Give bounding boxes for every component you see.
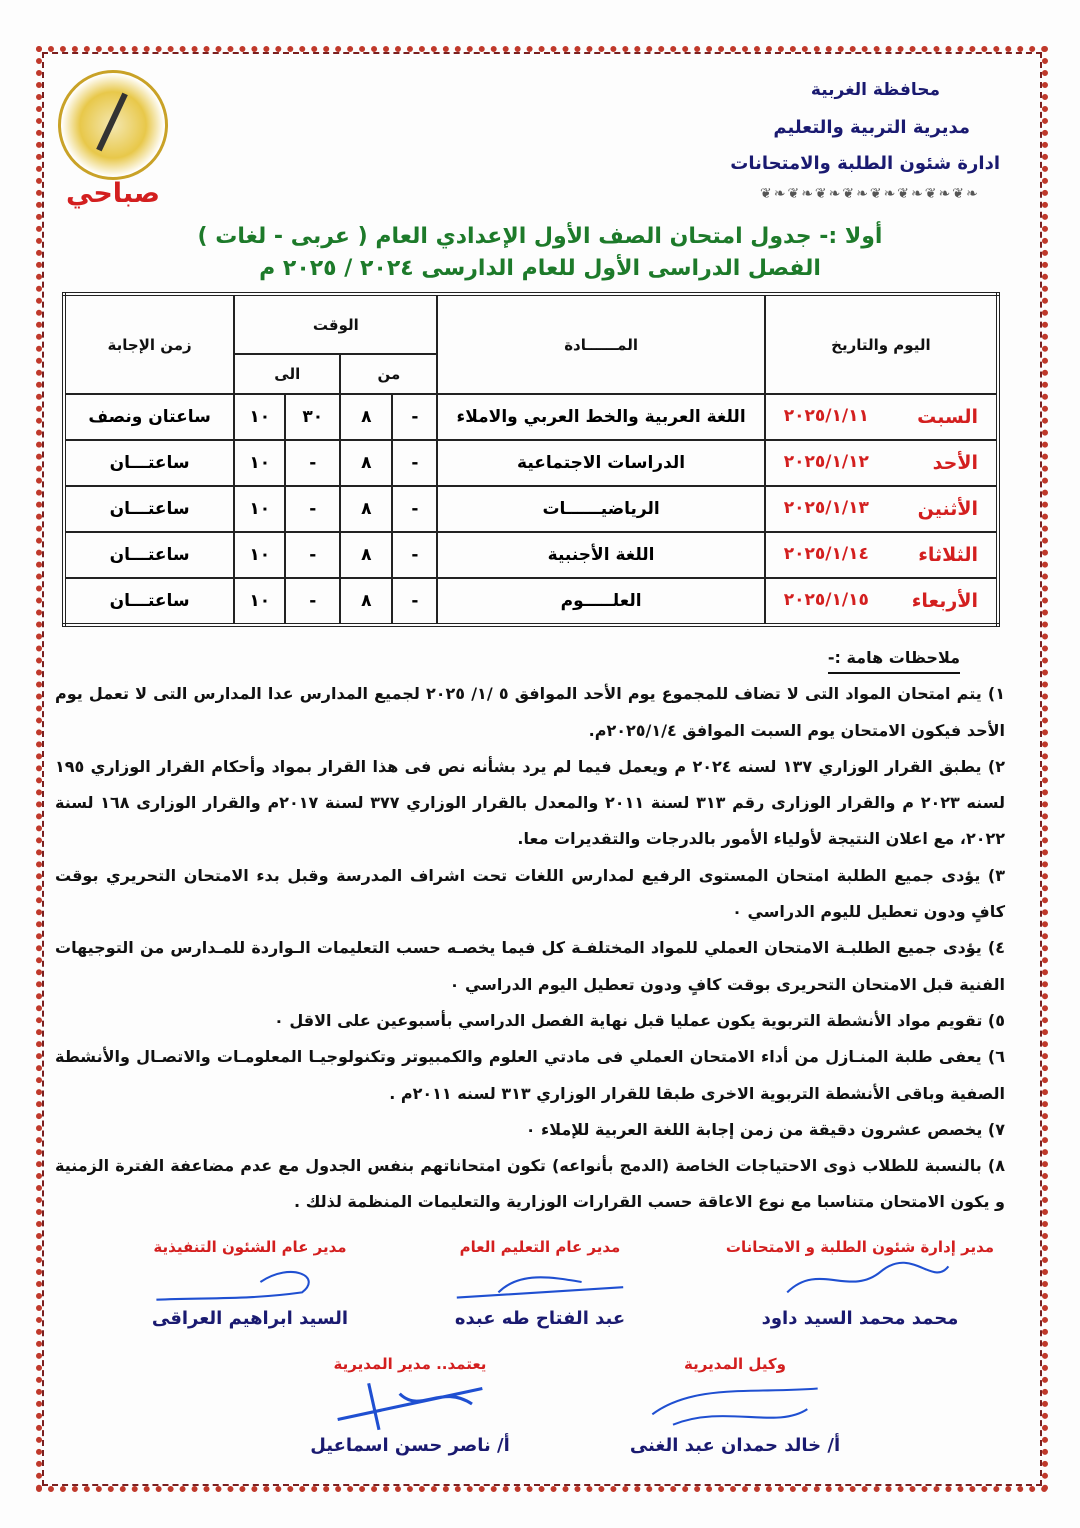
signature-name: أ/ خالد حمدان عبد الغنى xyxy=(629,1435,841,1456)
signature-name: السيد ابراهيم العراقى xyxy=(151,1308,349,1329)
subject-cell: الدراسات الاجتماعية xyxy=(436,439,766,487)
note-item: ٦) يعفى طلبة المنـازل من أداء الامتحان ا… xyxy=(55,1047,1005,1103)
to-hour-cell: ١٠ xyxy=(233,531,287,579)
day-date-cell: الأحد ٢٠٢٥/١/١٢ xyxy=(763,439,1000,487)
signature-title: مدير عام الشئون التنفيذية xyxy=(153,1238,347,1256)
to-hour-cell: ١٠ xyxy=(233,393,287,441)
directorate: مديرية التربية والتعليم xyxy=(773,117,970,138)
governorate: محافظة الغربية xyxy=(810,80,940,100)
table-row: الثلاثاء ٢٠٢٥/١/١٤ اللغة الأجنبية -٨-١٠ ساعت… xyxy=(62,531,1000,579)
day: الثلاثاء xyxy=(918,544,978,566)
from-minute-cell: - xyxy=(391,485,439,533)
note-item: ١) يتم امتحان المواد التى لا تضاف للمجمو… xyxy=(55,684,1005,740)
from-hour-cell: ٨ xyxy=(339,439,394,487)
notes-section: ملاحظات هامة :- ١) يتم امتحان المواد الت… xyxy=(55,640,1005,1221)
handwritten-signature xyxy=(300,1373,520,1435)
note-item: ٢) يطبق القرار الوزاري ١٣٧ لسنه ٢٠٢٤ م و… xyxy=(55,756,1006,849)
day: الأثنين xyxy=(917,498,978,520)
date: ٢٠٢٥/١/١٥ xyxy=(783,590,869,610)
ornament-divider: ❦❧❦❧❦❧❦❧❦❧❦❧❦❧❦❧ xyxy=(760,186,980,202)
day: الأحد xyxy=(932,452,978,474)
signature-title: وكيل المديرية xyxy=(684,1355,786,1373)
signature-title: يعتمد.. مدير المديرية xyxy=(333,1355,487,1373)
signature-general-education: مدير عام التعليم العام عبد الفتاح طه عبد… xyxy=(420,1238,660,1329)
shift-label: صباحي xyxy=(66,178,161,209)
signature-title: مدير عام التعليم العام xyxy=(459,1238,621,1256)
header-time: الوقت xyxy=(233,293,439,355)
from-minute-cell: - xyxy=(391,439,439,487)
signature-executive-affairs: مدير عام الشئون التنفيذية السيد ابراهيم … xyxy=(120,1238,380,1329)
from-hour-cell: ٨ xyxy=(339,577,394,626)
note-item: ٥) تقويم مواد الأنشطة التربوية يكون عملي… xyxy=(274,1010,1005,1030)
notes-heading: ملاحظات هامة :- xyxy=(827,644,960,674)
from-minute-cell: - xyxy=(391,531,439,579)
header-to: الى xyxy=(233,353,342,395)
duration-cell: ساعتـــان xyxy=(62,577,236,626)
table-row: السبت ٢٠٢٥/١/١١ اللغة العربية والخط العربي… xyxy=(62,393,1000,441)
date: ٢٠٢٥/١/١١ xyxy=(783,406,869,426)
signature-name: أ/ ناصر حسن اسماعيل xyxy=(310,1435,510,1456)
handwritten-signature xyxy=(420,1256,660,1308)
title-line-1: أولا :- جدول امتحان الصف الأول الإعدادي … xyxy=(197,224,883,249)
day-date-cell: الأثنين ٢٠٢٥/١/١٣ xyxy=(763,485,1000,533)
note-item: ٤) يؤدى جميع الطلبـة الامتحان العملي للم… xyxy=(55,938,1005,994)
day: الأربعاء xyxy=(911,590,978,612)
signature-deputy: وكيل المديرية أ/ خالد حمدان عبد الغنى xyxy=(625,1355,845,1456)
to-minute-cell: - xyxy=(284,531,342,579)
date: ٢٠٢٥/١/١٣ xyxy=(783,498,869,518)
header-duration: زمن الإجابة xyxy=(62,293,236,395)
duration-cell: ساعتـــان xyxy=(62,485,236,533)
table-row: الأحد ٢٠٢٥/١/١٢ الدراسات الاجتماعية -٨-١٠ سا… xyxy=(62,439,1000,487)
header-day-date: اليوم والتاريخ xyxy=(763,293,1000,395)
date: ٢٠٢٥/١/١٢ xyxy=(783,452,869,472)
note-item: ٨) بالنسبة للطلاب ذوى الاحتياجات الخاصة … xyxy=(55,1156,1005,1212)
duration-cell: ساعتـــان xyxy=(62,531,236,579)
signature-name: محمد محمد السيد داود xyxy=(761,1308,959,1329)
table-row: الأثنين ٢٠٢٥/١/١٣ الرياضيــــــات -٨-١٠ ساعت… xyxy=(62,485,1000,533)
table-row: الأربعاء ٢٠٢٥/١/١٥ العلـــــوم -٨-١٠ ساعتـــ… xyxy=(62,577,1000,626)
to-minute-cell: - xyxy=(284,577,342,626)
to-minute-cell: - xyxy=(284,485,342,533)
to-hour-cell: ١٠ xyxy=(233,577,287,626)
handwritten-signature xyxy=(625,1373,845,1435)
header-from: من xyxy=(339,353,439,395)
exam-table: اليوم والتاريخ المــــــادة الوقت زمن ال… xyxy=(62,292,1000,627)
to-hour-cell: ١٠ xyxy=(233,439,287,487)
handwritten-signature xyxy=(120,1256,380,1308)
note-item: ٣) يؤدى جميع الطلبة امتحان المستوى الرفي… xyxy=(55,865,1005,922)
directorate-logo xyxy=(58,70,168,180)
signature-title: مدير إدارة شئون الطلبة و الامتحانات xyxy=(725,1238,995,1256)
to-hour-cell: ١٠ xyxy=(233,485,287,533)
day: السبت xyxy=(917,406,978,428)
header-subject: المــــــادة xyxy=(436,293,766,395)
subject-cell: العلـــــوم xyxy=(436,577,766,626)
day-date-cell: الأربعاء ٢٠٢٥/١/١٥ xyxy=(763,577,1000,626)
signature-student-affairs: مدير إدارة شئون الطلبة و الامتحانات محمد… xyxy=(715,1238,1005,1329)
note-item: ٧) يخصص عشرون دقيقة من زمن إجابة اللغة ا… xyxy=(525,1119,1005,1139)
to-minute-cell: - xyxy=(284,439,342,487)
from-minute-cell: - xyxy=(391,577,439,626)
from-minute-cell: - xyxy=(391,393,439,441)
handwritten-signature xyxy=(715,1256,1005,1308)
duration-cell: ساعتـــان xyxy=(62,439,236,487)
subject-cell: الرياضيــــــات xyxy=(436,485,766,533)
from-hour-cell: ٨ xyxy=(339,531,394,579)
from-hour-cell: ٨ xyxy=(339,393,394,441)
date: ٢٠٢٥/١/١٤ xyxy=(783,544,869,564)
signature-director: يعتمد.. مدير المديرية أ/ ناصر حسن اسماعي… xyxy=(300,1355,520,1456)
department: ادارة شئون الطلبة والامتحانات xyxy=(730,153,1000,174)
to-minute-cell: ٣٠ xyxy=(284,393,342,441)
title-line-2: الفصل الدراسى الأول للعام الدارسى ٢٠٢٤ /… xyxy=(259,256,821,281)
day-date-cell: السبت ٢٠٢٥/١/١١ xyxy=(763,393,1000,441)
from-hour-cell: ٨ xyxy=(339,485,394,533)
day-date-cell: الثلاثاء ٢٠٢٥/١/١٤ xyxy=(763,531,1000,579)
duration-cell: ساعتان ونصف xyxy=(62,393,236,441)
subject-cell: اللغة العربية والخط العربي والاملاء xyxy=(436,393,766,441)
subject-cell: اللغة الأجنبية xyxy=(436,531,766,579)
signature-name: عبد الفتاح طه عبده xyxy=(454,1308,626,1329)
decorative-border xyxy=(36,46,1048,1492)
